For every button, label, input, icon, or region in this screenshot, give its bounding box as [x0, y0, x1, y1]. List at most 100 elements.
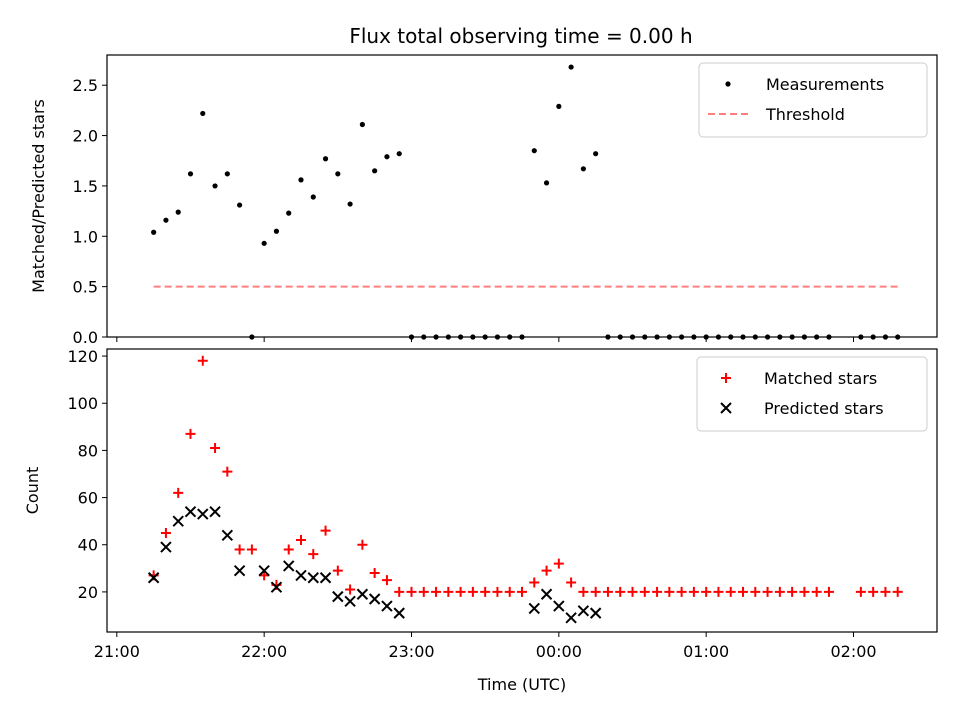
matched-point — [652, 586, 663, 597]
matched-point — [381, 575, 392, 586]
predicted-point — [172, 515, 184, 527]
predicted-point — [393, 607, 405, 619]
matched-point — [892, 586, 903, 597]
matched-point — [627, 586, 638, 597]
matched-point — [295, 535, 306, 546]
matched-point — [443, 586, 454, 597]
matched-point — [160, 527, 171, 538]
predicted-point — [283, 560, 295, 572]
y-tick-label: 1.0 — [73, 227, 98, 246]
matched-point — [615, 586, 626, 597]
matched-point — [283, 544, 294, 555]
matched-point — [357, 539, 368, 550]
x-tick-label: 01:00 — [683, 642, 729, 661]
measurement-point — [396, 151, 402, 157]
matched-point — [210, 443, 221, 454]
matched-point — [738, 586, 749, 597]
axes-frame — [106, 348, 938, 633]
matched-point — [418, 586, 429, 597]
matched-point — [787, 586, 798, 597]
measurement-point — [261, 240, 267, 246]
matched-point — [234, 544, 245, 555]
measurement-point — [200, 110, 206, 117]
measurement-point — [359, 121, 365, 128]
predicted-point — [577, 605, 590, 617]
measurement-point — [298, 177, 304, 183]
matched-point — [455, 586, 466, 597]
legend-marker — [721, 373, 731, 383]
measurement-point — [175, 209, 181, 215]
measurement-point — [151, 229, 157, 235]
measurement-point — [286, 210, 292, 216]
predicted-point — [221, 529, 234, 542]
x-tick-label: 21:00 — [94, 642, 140, 661]
series-predicted-stars — [147, 506, 602, 624]
ratio-plot: 0.0 0.5 1.0 1.5 2.0 2.5 Matched/Predicted star… — [29, 54, 938, 347]
measurement-point — [347, 201, 353, 207]
matched-point — [467, 586, 478, 597]
predicted-point — [295, 569, 307, 582]
measurement-point — [543, 180, 550, 186]
matched-point — [517, 586, 527, 597]
measurement-point — [593, 151, 599, 157]
measurement-point — [335, 171, 341, 177]
y-axis-label: Matched/Predicted stars — [29, 99, 48, 293]
matched-point — [762, 586, 773, 597]
matched-point — [868, 586, 879, 597]
matched-point — [173, 487, 184, 498]
predicted-point — [368, 593, 381, 605]
matched-point — [823, 586, 834, 597]
measurement-point — [556, 103, 562, 109]
matched-point — [566, 577, 577, 588]
y-tick-label: 0.5 — [73, 278, 98, 297]
y-tick-label: 0.0 — [73, 328, 98, 347]
x-tick-label: 00:00 — [536, 642, 582, 661]
x-tick-label: 22:00 — [241, 642, 287, 661]
matched-point — [222, 466, 233, 477]
legend-box — [698, 62, 928, 138]
matched-point — [529, 577, 540, 588]
y-tick-label: 2.5 — [73, 76, 98, 95]
legend-marker — [725, 81, 731, 87]
legend-marker — [720, 402, 732, 414]
legend-label: Predicted stars — [764, 399, 884, 418]
matched-point — [578, 586, 589, 597]
measurement-point — [237, 202, 243, 208]
legend-label: Measurements — [766, 75, 884, 94]
matched-point — [185, 428, 196, 439]
matched-point — [197, 355, 208, 366]
matched-point — [308, 549, 319, 560]
measurement-point — [372, 168, 378, 174]
measurement-point — [163, 217, 169, 223]
matched-point — [504, 586, 515, 597]
legend-label: Threshold — [765, 105, 845, 124]
measurement-point — [224, 171, 230, 177]
predicted-point — [233, 564, 246, 577]
y-tick-label: 2.0 — [73, 127, 98, 146]
matched-point — [492, 586, 503, 597]
legend: Matched stars Predicted stars — [696, 356, 928, 432]
matched-point — [664, 586, 675, 597]
legend: Measurements Threshold — [698, 62, 928, 138]
matched-point — [431, 586, 442, 597]
predicted-point — [528, 602, 540, 615]
chart-title: Flux total observing time = 0.00 h — [349, 24, 692, 48]
x-tick-label: 02:00 — [830, 642, 876, 661]
measurement-point — [212, 183, 218, 189]
matched-point — [676, 586, 687, 597]
predicted-point — [307, 572, 319, 584]
predicted-point — [270, 581, 283, 593]
x-axis-label: Time (UTC) — [477, 675, 566, 694]
matched-point — [855, 586, 866, 597]
y-tick-label: 100 — [67, 394, 98, 413]
legend-box — [696, 356, 928, 432]
y-tick-label: 60 — [78, 489, 98, 508]
matched-point — [725, 586, 736, 597]
measurement-point — [580, 166, 586, 172]
axes-frame — [106, 54, 938, 338]
predicted-point — [147, 572, 160, 584]
matched-point — [332, 565, 343, 576]
predicted-point — [381, 600, 393, 612]
matched-point — [320, 525, 331, 536]
matched-point — [345, 584, 356, 595]
